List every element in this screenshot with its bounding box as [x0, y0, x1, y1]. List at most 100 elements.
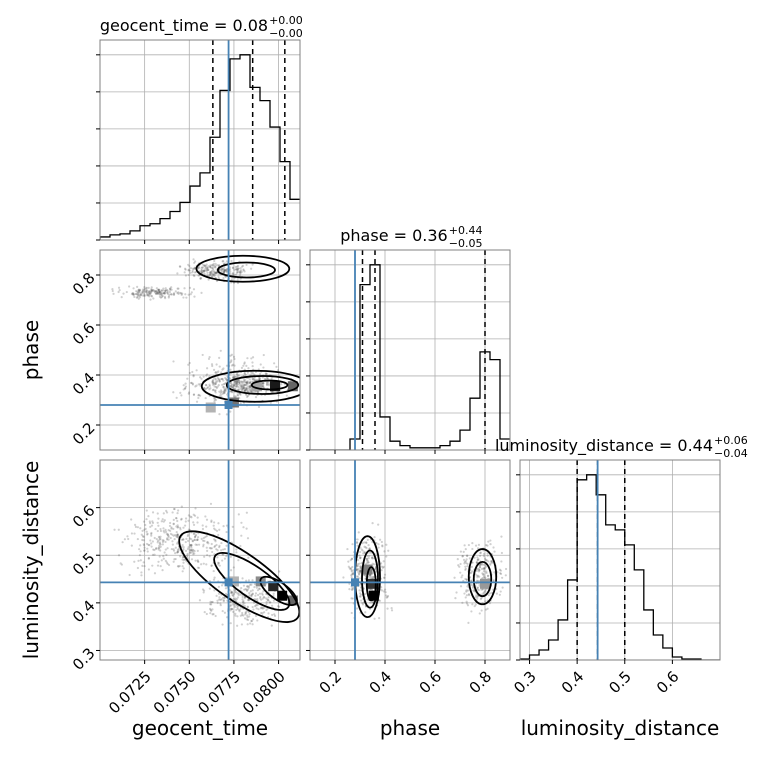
- scatter-point: [486, 607, 489, 610]
- scatter-point: [119, 562, 122, 565]
- scatter-point: [209, 273, 212, 276]
- scatter-point: [211, 267, 215, 271]
- scatter-point: [158, 546, 161, 549]
- scatter-point: [156, 292, 160, 295]
- scatter-point: [251, 263, 254, 266]
- scatter-point: [188, 537, 192, 540]
- scatter-point: [192, 523, 196, 526]
- scatter-point: [259, 597, 262, 600]
- scatter-point: [157, 548, 160, 551]
- scatter-point: [358, 589, 361, 592]
- scatter-point: [172, 534, 175, 537]
- scatter-point: [189, 543, 192, 547]
- scatter-point: [477, 570, 480, 573]
- scatter-point: [246, 387, 249, 391]
- scatter-point: [236, 624, 239, 627]
- scatter-point: [214, 381, 217, 384]
- scatter-point: [235, 551, 238, 554]
- scatter-point: [230, 607, 234, 611]
- scatter-point: [220, 268, 224, 271]
- scatter-point: [162, 287, 165, 290]
- scatter-point: [359, 599, 363, 602]
- scatter-point: [366, 561, 369, 564]
- scatter-point: [267, 612, 270, 615]
- x-tick-label: 0.6: [653, 668, 683, 698]
- scatter-point: [378, 617, 381, 620]
- scatter-point: [141, 290, 144, 293]
- scatter-point: [208, 546, 211, 550]
- scatter-point: [160, 520, 163, 523]
- scatter-point: [206, 274, 209, 277]
- scatter-point: [253, 379, 256, 382]
- scatter-point: [166, 538, 169, 541]
- scatter-point: [154, 291, 157, 294]
- scatter-point: [221, 392, 224, 396]
- scatter-point: [190, 291, 193, 294]
- scatter-point: [465, 558, 468, 561]
- scatter-point: [256, 597, 259, 601]
- scatter-point: [181, 556, 184, 559]
- scatter-point: [223, 389, 227, 392]
- scatter-point: [232, 610, 235, 614]
- scatter-point: [468, 557, 471, 560]
- scatter-point: [141, 535, 145, 538]
- scatter-point: [199, 376, 202, 379]
- scatter-point: [254, 604, 258, 607]
- scatter-point: [265, 383, 269, 386]
- scatter-point: [380, 569, 383, 572]
- scatter-point: [216, 549, 219, 552]
- scatter-point: [243, 383, 246, 386]
- scatter-point: [206, 267, 209, 271]
- scatter-point: [257, 376, 261, 379]
- scatter-point: [484, 557, 487, 560]
- scatter-point: [233, 605, 237, 608]
- scatter-point: [176, 542, 179, 545]
- scatter-point: [142, 294, 146, 298]
- scatter-point: [216, 264, 219, 267]
- scatter-point: [169, 293, 173, 296]
- scatter-point: [233, 357, 236, 361]
- scatter-point: [359, 556, 362, 559]
- scatter-point: [476, 567, 479, 570]
- scatter-point: [387, 549, 390, 552]
- scatter-point: [180, 394, 183, 397]
- scatter-point: [235, 383, 238, 386]
- scatter-point: [245, 579, 248, 582]
- scatter-point: [191, 269, 194, 273]
- scatter-point: [158, 555, 161, 558]
- scatter-point: [156, 290, 159, 294]
- scatter-point: [467, 621, 470, 624]
- scatter-point: [361, 549, 364, 552]
- scatter-point: [231, 603, 234, 606]
- scatter-point: [464, 548, 467, 551]
- scatter-point: [373, 617, 376, 620]
- scatter-point: [240, 380, 243, 383]
- scatter-point: [176, 533, 179, 536]
- scatter-point: [475, 569, 478, 572]
- scatter-point: [222, 268, 225, 271]
- scatter-point: [235, 384, 238, 388]
- truth-marker: [351, 578, 359, 587]
- scatter-point: [209, 600, 212, 603]
- scatter-point: [230, 607, 233, 610]
- scatter-point: [249, 388, 252, 391]
- scatter-point: [221, 559, 224, 562]
- scatter-point: [137, 289, 140, 292]
- scatter-point: [154, 289, 157, 293]
- scatter-point: [245, 511, 248, 514]
- scatter-point: [213, 538, 216, 541]
- scatter-point: [213, 383, 216, 386]
- scatter-point: [146, 533, 149, 536]
- scatter-point: [236, 615, 239, 618]
- scatter-point: [490, 561, 494, 564]
- scatter-point: [201, 271, 204, 275]
- scatter-point: [371, 575, 374, 578]
- scatter-point: [161, 540, 165, 544]
- scatter-point: [142, 520, 146, 523]
- scatter-point: [251, 589, 254, 592]
- scatter-point: [245, 589, 249, 592]
- scatter-point: [224, 275, 227, 279]
- scatter-point: [258, 587, 261, 591]
- scatter-point: [218, 390, 221, 393]
- y-tick-label: 0.4: [69, 369, 99, 399]
